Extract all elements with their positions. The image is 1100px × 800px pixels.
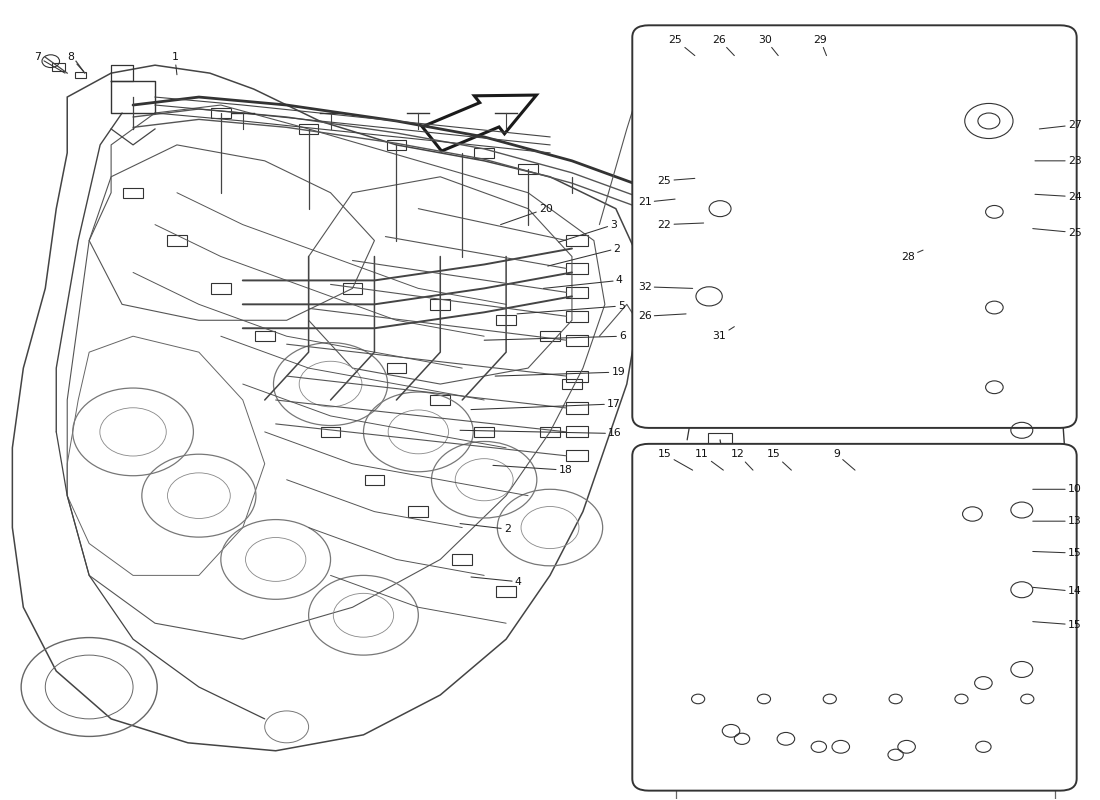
Text: 11: 11 (695, 450, 724, 470)
FancyBboxPatch shape (632, 26, 1077, 428)
Text: 31: 31 (713, 326, 735, 342)
Text: 10: 10 (1033, 484, 1081, 494)
Text: 25: 25 (1033, 227, 1081, 238)
FancyBboxPatch shape (632, 444, 1077, 790)
Text: 22: 22 (658, 220, 704, 230)
Text: 26: 26 (638, 311, 686, 322)
Text: 19: 19 (495, 367, 625, 377)
Text: 18: 18 (493, 465, 572, 475)
Text: 3: 3 (559, 220, 617, 242)
Text: 8: 8 (67, 52, 84, 71)
Text: 21: 21 (638, 198, 675, 207)
Text: 20: 20 (500, 204, 553, 225)
Text: 27: 27 (1040, 120, 1081, 130)
Text: 1: 1 (172, 52, 178, 74)
Text: 32: 32 (638, 282, 693, 292)
Text: 12: 12 (732, 450, 754, 470)
Text: 29: 29 (813, 34, 827, 56)
Text: 23: 23 (1035, 156, 1081, 166)
Text: 4: 4 (543, 275, 623, 288)
Text: 5: 5 (517, 301, 625, 314)
Text: 15: 15 (767, 450, 791, 470)
Text: 24: 24 (1035, 192, 1081, 202)
Text: 25: 25 (669, 34, 695, 56)
Text: 26: 26 (713, 34, 735, 56)
Text: 6: 6 (484, 331, 626, 342)
Text: 30: 30 (759, 34, 778, 56)
Text: 17: 17 (471, 399, 620, 410)
Text: 14: 14 (1033, 586, 1081, 596)
Text: 2: 2 (548, 243, 620, 266)
Text: 15: 15 (1033, 548, 1081, 558)
Text: 28: 28 (901, 250, 923, 262)
Text: 4: 4 (471, 577, 521, 586)
Text: 7: 7 (34, 52, 65, 73)
Text: 13: 13 (1033, 516, 1081, 526)
Text: 16: 16 (460, 429, 621, 438)
Text: 25: 25 (658, 176, 695, 186)
Text: 15: 15 (1033, 620, 1081, 630)
Text: 9: 9 (833, 450, 855, 470)
Text: 2: 2 (460, 523, 510, 534)
Text: 15: 15 (658, 450, 693, 470)
